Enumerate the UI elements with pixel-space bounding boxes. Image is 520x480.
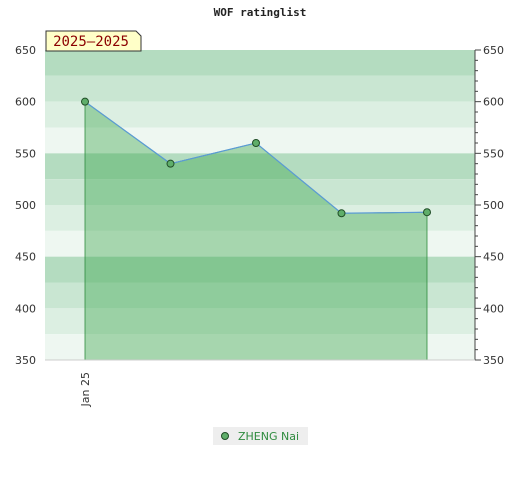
season-label: 2025–2025: [53, 34, 129, 50]
y-tick-label-right: 450: [483, 251, 504, 264]
season-badge: 2025–2025: [45, 30, 142, 52]
y-tick-label-right: 400: [483, 302, 504, 315]
data-point: [81, 97, 89, 106]
y-tick-label-left: 500: [15, 199, 36, 212]
background-band: [45, 50, 475, 76]
y-tick-label-left: 400: [15, 302, 36, 315]
chart-title: WOF ratinglist: [214, 6, 307, 19]
legend-entry: ZHENG Nai: [238, 430, 299, 443]
y-tick-label-right: 500: [483, 199, 504, 212]
x-tick-label: Jan 25: [79, 372, 92, 407]
background-band: [45, 308, 475, 335]
legend-marker: [221, 432, 229, 440]
background-band: [45, 127, 475, 154]
legend: ZHENG Nai: [213, 427, 308, 445]
background-bands: [45, 50, 475, 360]
y-tick-label-left: 450: [15, 251, 36, 264]
y-tick-label-right: 600: [483, 96, 504, 109]
y-tick-label-left: 350: [15, 354, 36, 367]
background-band: [45, 282, 475, 309]
y-axis-right: 350 400 450 500 550 600 650: [474, 44, 504, 367]
y-tick-label-right: 550: [483, 147, 504, 160]
y-axis-left: 350 400 450 500 550 600 650: [15, 44, 36, 367]
background-band: [45, 334, 475, 360]
background-band: [45, 205, 475, 231]
legend-background: [213, 427, 308, 445]
data-point: [337, 209, 346, 218]
background-band: [45, 230, 475, 257]
data-points: [81, 97, 431, 218]
background-band: [45, 179, 475, 205]
background-band: [45, 256, 475, 283]
y-tick-label-right: 650: [483, 44, 504, 57]
season-badge-box: [45, 30, 142, 52]
background-band: [45, 75, 475, 102]
data-point: [252, 139, 260, 147]
data-point: [166, 159, 175, 168]
background-band: [45, 153, 475, 180]
x-axis: Jan 25: [45, 359, 475, 407]
y-tick-label-left: 650: [15, 44, 36, 57]
y-tick-label-left: 550: [15, 147, 36, 160]
y-tick-label-right: 350: [483, 354, 504, 367]
y-tick-label-left: 600: [15, 96, 36, 109]
background-band: [45, 101, 475, 128]
data-point: [423, 208, 431, 217]
